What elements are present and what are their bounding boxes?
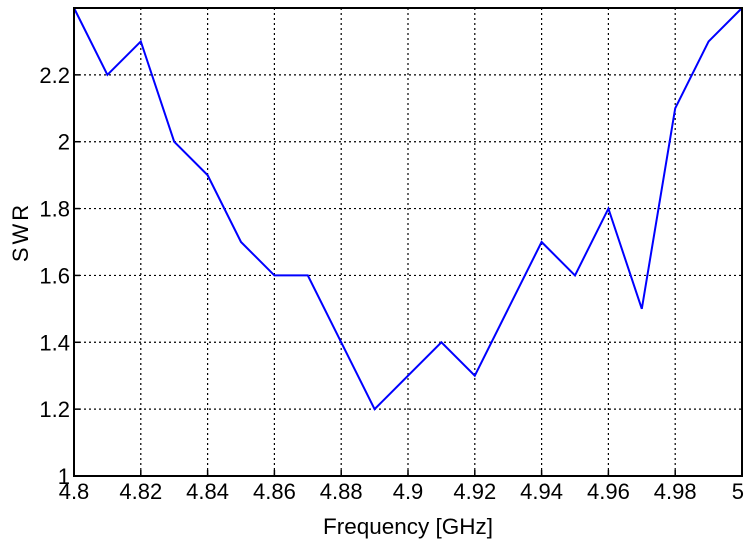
x-tick-label: 4.82 [119, 479, 162, 504]
x-tick-label: 4.9 [393, 479, 424, 504]
x-tick-label: 4.8 [59, 479, 90, 504]
x-tick-labels: 4.8 4.82 4.84 4.86 4.88 4.9 4.92 4.94 4.96 4.98 5 [59, 470, 744, 504]
y-tick-label: 1.8 [39, 197, 70, 222]
x-tick-label: 4.98 [654, 479, 697, 504]
y-tick-label: 1.6 [39, 263, 70, 288]
y-tick-label: 1.4 [39, 330, 70, 355]
x-axis-label: Frequency [GHz] [323, 514, 493, 539]
x-tick-label: 4.86 [253, 479, 296, 504]
y-axis-label: SWR [8, 202, 33, 262]
x-tick-label: 4.92 [453, 479, 496, 504]
x-tick-label: 4.96 [587, 479, 630, 504]
series-layer [73, 7, 743, 411]
x-tick-label: 4.94 [520, 479, 563, 504]
y-tick-labels: 1 1.2 1.4 1.6 1.8 2 2.2 [39, 63, 80, 489]
x-tick-label: 4.84 [186, 479, 229, 504]
grid-lines [74, 8, 742, 476]
y-tick-label: 1 [58, 464, 70, 489]
y-tick-label: 1.2 [39, 397, 70, 422]
x-tick-label: 4.88 [320, 479, 363, 504]
y-tick-label: 2 [58, 130, 70, 155]
y-tick-label: 2.2 [39, 63, 70, 88]
x-tick-label: 5 [732, 479, 744, 504]
